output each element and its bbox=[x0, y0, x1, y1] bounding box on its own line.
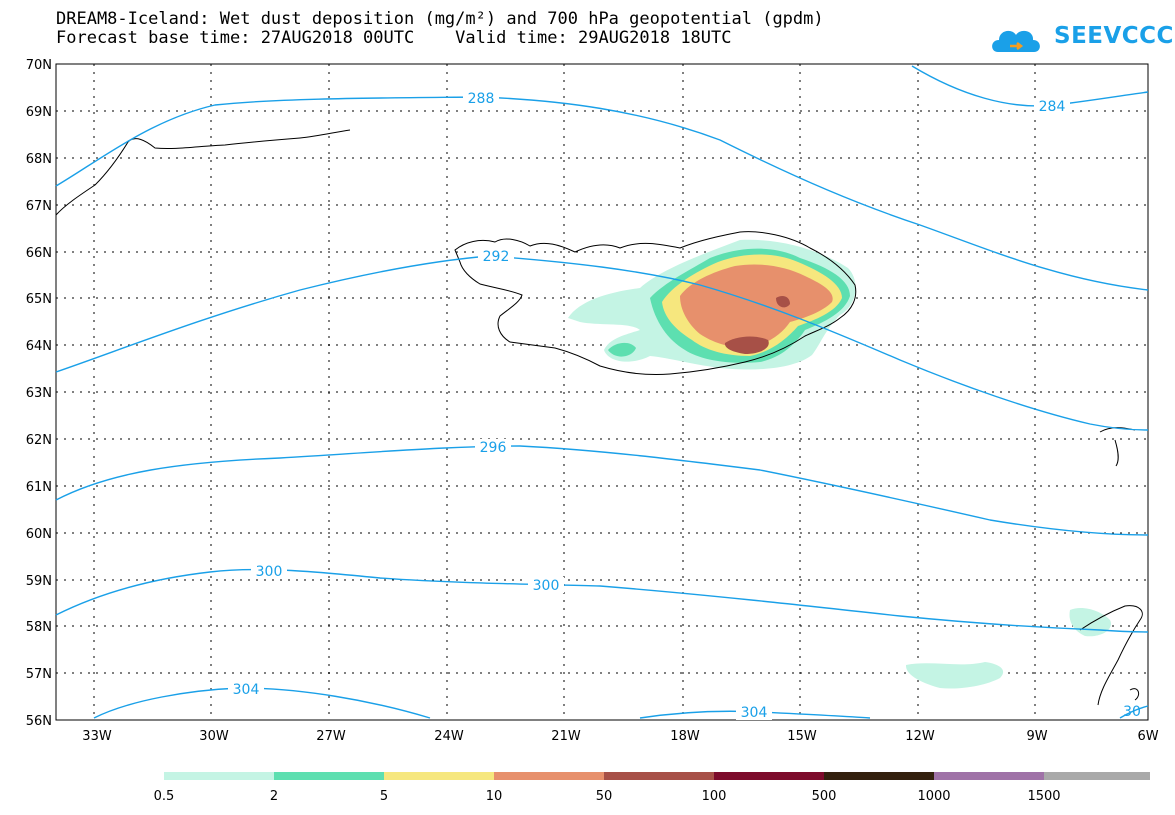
lat-label: 58N bbox=[26, 620, 52, 635]
legend-label: 2 bbox=[270, 789, 278, 804]
lon-label: 9W bbox=[1026, 729, 1047, 744]
lat-label: 68N bbox=[26, 152, 52, 167]
lon-label: 30W bbox=[199, 729, 229, 744]
legend-swatch bbox=[274, 772, 384, 780]
contour-label-284: 284 bbox=[1039, 99, 1066, 115]
contour-labels: 284 288 292 296 300 300 304 304 30 bbox=[228, 90, 1141, 721]
contour-line-292 bbox=[55, 255, 1149, 431]
legend-label: 5 bbox=[380, 789, 388, 804]
legend-labels: 0.5 2 5 10 50 100 500 1000 1500 bbox=[154, 789, 1061, 804]
deposition-area-light bbox=[1069, 608, 1111, 637]
lat-label: 60N bbox=[26, 527, 52, 542]
deposition-area-green bbox=[608, 342, 636, 357]
map-title: DREAM8-Iceland: Wet dust deposition (mg/… bbox=[56, 10, 824, 48]
title-line-2: Forecast base time: 27AUG2018 00UTC Vali… bbox=[56, 28, 732, 48]
lon-label: 18W bbox=[670, 729, 700, 744]
lon-label: 27W bbox=[316, 729, 346, 744]
lat-label: 70N bbox=[26, 58, 52, 73]
lat-label: 64N bbox=[26, 339, 52, 354]
legend-label: 100 bbox=[702, 789, 727, 804]
deposition-area-darkred bbox=[724, 336, 769, 354]
legend-swatch bbox=[714, 772, 824, 780]
contour-label-300: 300 bbox=[256, 564, 283, 580]
contour-line-288 bbox=[55, 96, 1149, 291]
lat-label: 63N bbox=[26, 386, 52, 401]
contour-label-288: 288 bbox=[468, 91, 495, 107]
lon-label: 15W bbox=[787, 729, 817, 744]
lon-label: 12W bbox=[905, 729, 935, 744]
lon-label: 24W bbox=[434, 729, 464, 744]
latitude-labels: 70N 69N 68N 67N 66N 65N 64N 63N 62N 61N … bbox=[26, 58, 52, 729]
lat-label: 59N bbox=[26, 574, 52, 589]
lat-label: 57N bbox=[26, 667, 52, 682]
scotland-coastline bbox=[1079, 427, 1143, 706]
contour-label-304: 304 bbox=[741, 705, 768, 721]
longitude-labels: 33W 30W 27W 24W 21W 18W 15W 12W 9W 6W bbox=[82, 729, 1158, 744]
lat-label: 56N bbox=[26, 714, 52, 729]
iceland-coastline bbox=[454, 231, 857, 375]
legend-swatch bbox=[604, 772, 714, 780]
legend-colorbar bbox=[164, 772, 1150, 780]
contour-line-296 bbox=[55, 445, 1149, 536]
legend-label: 10 bbox=[486, 789, 503, 804]
legend-label: 50 bbox=[596, 789, 613, 804]
deposition-area-orange bbox=[680, 264, 833, 348]
contour-label-300: 300 bbox=[533, 578, 560, 594]
legend-swatch bbox=[384, 772, 494, 780]
legend-swatch bbox=[494, 772, 604, 780]
dust-deposition-shading bbox=[568, 239, 1111, 689]
lon-label: 33W bbox=[82, 729, 112, 744]
legend-label: 500 bbox=[812, 789, 837, 804]
logo-text: SEEVCCC bbox=[1054, 23, 1174, 49]
contour-label-296: 296 bbox=[480, 440, 507, 456]
legend-swatch bbox=[824, 772, 934, 780]
legend-swatch bbox=[934, 772, 1044, 780]
lat-label: 69N bbox=[26, 105, 52, 120]
legend-label: 0.5 bbox=[154, 789, 175, 804]
lat-label: 66N bbox=[26, 246, 52, 261]
contour-label-292: 292 bbox=[483, 249, 510, 265]
deposition-area-light bbox=[905, 662, 1004, 689]
contour-line-304-east bbox=[1119, 705, 1149, 719]
lon-label: 6W bbox=[1137, 729, 1158, 744]
legend-label: 1000 bbox=[917, 789, 950, 804]
legend-swatch bbox=[1044, 772, 1150, 780]
contour-line-300 bbox=[55, 568, 1149, 633]
title-line-1: DREAM8-Iceland: Wet dust deposition (mg/… bbox=[56, 9, 824, 29]
lon-label: 21W bbox=[551, 729, 581, 744]
cloud-icon bbox=[992, 30, 1040, 52]
lat-label: 65N bbox=[26, 292, 52, 307]
lat-label: 62N bbox=[26, 433, 52, 448]
greenland-coastline bbox=[55, 129, 351, 216]
contour-line-284 bbox=[911, 65, 1149, 107]
contour-label-304: 304 bbox=[233, 682, 260, 698]
coastlines bbox=[55, 129, 1143, 706]
lat-label: 67N bbox=[26, 199, 52, 214]
contour-label-304-partial: 30 bbox=[1123, 704, 1141, 720]
legend-label: 1500 bbox=[1027, 789, 1060, 804]
gridlines bbox=[56, 64, 1148, 720]
lat-label: 61N bbox=[26, 480, 52, 495]
deposition-area-darkred bbox=[776, 296, 790, 308]
legend-swatch bbox=[164, 772, 274, 780]
